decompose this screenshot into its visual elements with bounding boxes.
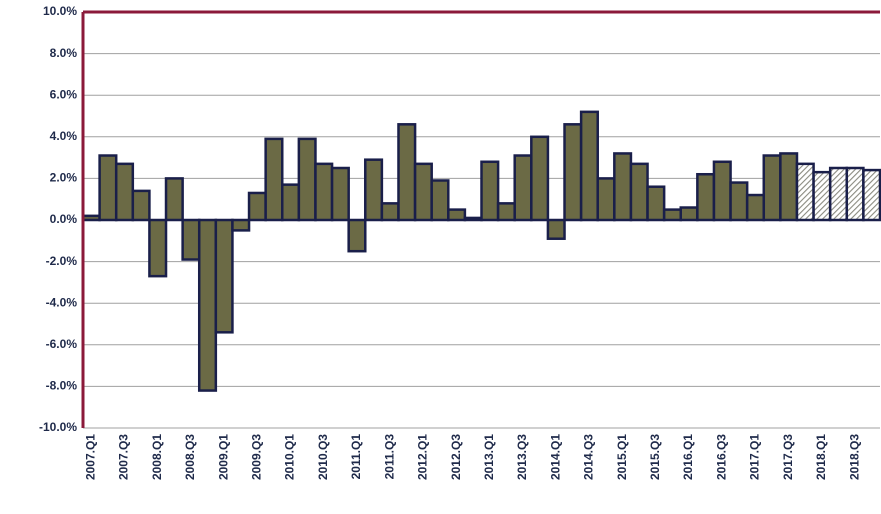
bar xyxy=(828,166,849,222)
bar xyxy=(546,218,566,240)
bar xyxy=(579,110,599,222)
bar xyxy=(696,172,716,222)
x-tick-label: 2011.Q3 xyxy=(382,434,396,480)
x-tick-label: 2017.Q1 xyxy=(748,434,762,480)
x-tick-label: 2008.Q3 xyxy=(183,434,197,480)
x-tick-label: 2015.Q1 xyxy=(615,434,629,480)
bar xyxy=(629,162,649,222)
y-tick-label: 8.0% xyxy=(50,46,78,60)
x-tick-label: 2010.Q1 xyxy=(283,434,297,480)
bar xyxy=(447,208,467,222)
bar xyxy=(712,160,732,222)
y-tick-label: -2.0% xyxy=(46,254,78,268)
bar xyxy=(530,135,550,222)
y-tick-label: 2.0% xyxy=(50,171,78,185)
bar xyxy=(745,193,766,222)
x-tick-label: 2009.Q1 xyxy=(216,434,230,480)
y-tick-label: 6.0% xyxy=(50,87,78,101)
x-tick-label: 2010.Q3 xyxy=(316,434,330,480)
bar xyxy=(247,191,267,222)
bar xyxy=(314,162,334,222)
bar xyxy=(231,218,251,232)
y-tick-label: 4.0% xyxy=(50,129,78,143)
x-tick-label: 2016.Q3 xyxy=(714,434,728,480)
x-tick-label: 2012.Q1 xyxy=(416,434,430,480)
bar xyxy=(264,137,284,222)
x-tick-label: 2018.Q1 xyxy=(814,434,828,480)
bar xyxy=(197,218,218,392)
y-tick-label: -6.0% xyxy=(46,337,78,351)
y-tick-label: 10.0% xyxy=(43,4,77,18)
x-tick-label: 2008.Q1 xyxy=(150,434,164,480)
x-tick-label: 2012.Q3 xyxy=(449,434,463,480)
bar xyxy=(662,208,682,222)
bar xyxy=(845,166,865,222)
x-tick-label: 2018.Q3 xyxy=(847,434,861,480)
bar xyxy=(114,162,135,222)
bar xyxy=(779,152,799,222)
x-tick-label: 2016.Q1 xyxy=(681,434,695,480)
bar xyxy=(214,218,234,334)
bar xyxy=(397,123,417,222)
bar xyxy=(596,177,616,222)
bar xyxy=(131,189,151,222)
x-tick-label: 2007.Q1 xyxy=(83,434,97,480)
x-tick-label: 2009.Q3 xyxy=(250,434,264,480)
y-tick-label: -4.0% xyxy=(46,295,78,309)
x-tick-label: 2013.Q1 xyxy=(482,434,496,480)
bar xyxy=(347,218,367,253)
bar xyxy=(164,177,184,222)
x-tick-label: 2014.Q3 xyxy=(582,434,596,480)
bar xyxy=(297,137,317,222)
bar xyxy=(762,154,782,222)
x-tick-label: 2015.Q3 xyxy=(648,434,662,480)
bar xyxy=(98,154,118,222)
y-tick-label: -10.0% xyxy=(39,420,77,434)
bar xyxy=(795,162,815,222)
bar xyxy=(613,152,633,222)
x-tick-label: 2007.Q3 xyxy=(117,434,131,480)
bar xyxy=(679,206,699,222)
bar xyxy=(496,202,516,222)
x-tick-label: 2011.Q1 xyxy=(349,434,363,480)
bar xyxy=(181,218,201,261)
bar xyxy=(330,166,350,222)
x-tick-label: 2017.Q3 xyxy=(781,434,795,480)
y-tick-label: -8.0% xyxy=(46,379,78,393)
bar xyxy=(513,154,533,222)
bar xyxy=(480,160,500,222)
bar xyxy=(281,183,301,222)
y-tick-label: 0.0% xyxy=(50,212,78,226)
x-tick-label: 2014.Q1 xyxy=(548,434,562,480)
bar xyxy=(862,168,881,222)
bar xyxy=(380,202,400,222)
bar xyxy=(729,181,749,222)
bar xyxy=(148,218,168,278)
bar xyxy=(364,158,384,222)
bar xyxy=(413,162,433,222)
bar xyxy=(563,123,583,222)
x-tick-label: 2013.Q3 xyxy=(515,434,529,480)
bar xyxy=(81,214,101,222)
bar xyxy=(430,179,450,222)
bar xyxy=(812,170,832,222)
bar xyxy=(646,185,666,222)
